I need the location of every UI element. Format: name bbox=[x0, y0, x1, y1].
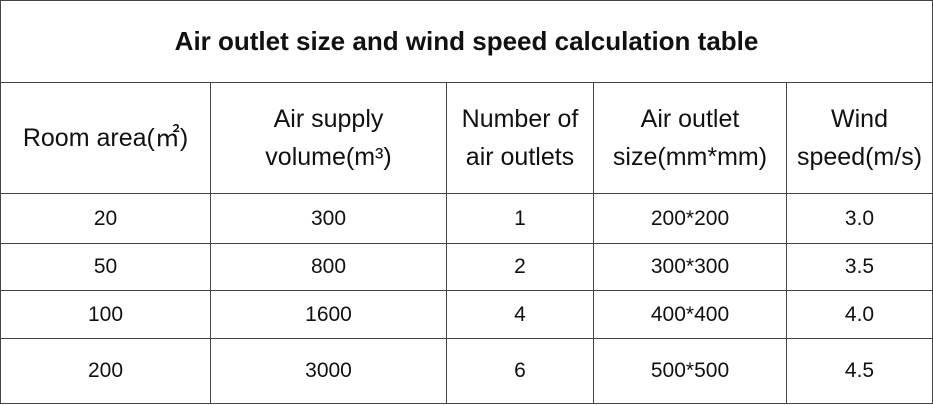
table-row: 200 3000 6 500*500 4.5 bbox=[0, 338, 933, 404]
table-title: Air outlet size and wind speed calculati… bbox=[0, 0, 933, 83]
column-header: Air outlet size(mm*mm) bbox=[593, 82, 787, 194]
table-cell: 800 bbox=[210, 243, 447, 291]
table-cell: 300*300 bbox=[593, 243, 787, 291]
table-cell: 200*200 bbox=[593, 193, 787, 244]
table-cell: 4.0 bbox=[785, 290, 933, 339]
table-cell: 3000 bbox=[210, 338, 447, 404]
column-header: Wind speed(m/s) bbox=[785, 82, 933, 194]
table-cell: 1 bbox=[446, 193, 594, 244]
table-cell: 400*400 bbox=[593, 290, 787, 339]
table-cell: 6 bbox=[446, 338, 594, 404]
header-row: Room area(㎡) Air supply volume(m³) Number … bbox=[0, 82, 933, 194]
table-cell: 4 bbox=[446, 290, 594, 339]
table-cell: 200 bbox=[0, 338, 211, 404]
table-cell: 300 bbox=[210, 193, 447, 244]
table-cell: 1600 bbox=[210, 290, 447, 339]
table-cell: 4.5 bbox=[785, 338, 933, 404]
table-cell: 50 bbox=[0, 243, 211, 291]
column-header: Number of air outlets bbox=[446, 82, 594, 194]
table-cell: 2 bbox=[446, 243, 594, 291]
column-header: Air supply volume(m³) bbox=[210, 82, 447, 194]
table-cell: 500*500 bbox=[593, 338, 787, 404]
table-row: 100 1600 4 400*400 4.0 bbox=[0, 290, 933, 339]
table-row: 50 800 2 300*300 3.5 bbox=[0, 243, 933, 291]
table-cell: 3.0 bbox=[785, 193, 933, 244]
table-cell: 100 bbox=[0, 290, 211, 339]
table-row: 20 300 1 200*200 3.0 bbox=[0, 193, 933, 244]
table-cell: 3.5 bbox=[785, 243, 933, 291]
column-header: Room area(㎡) bbox=[0, 82, 211, 194]
table-cell: 20 bbox=[0, 193, 211, 244]
